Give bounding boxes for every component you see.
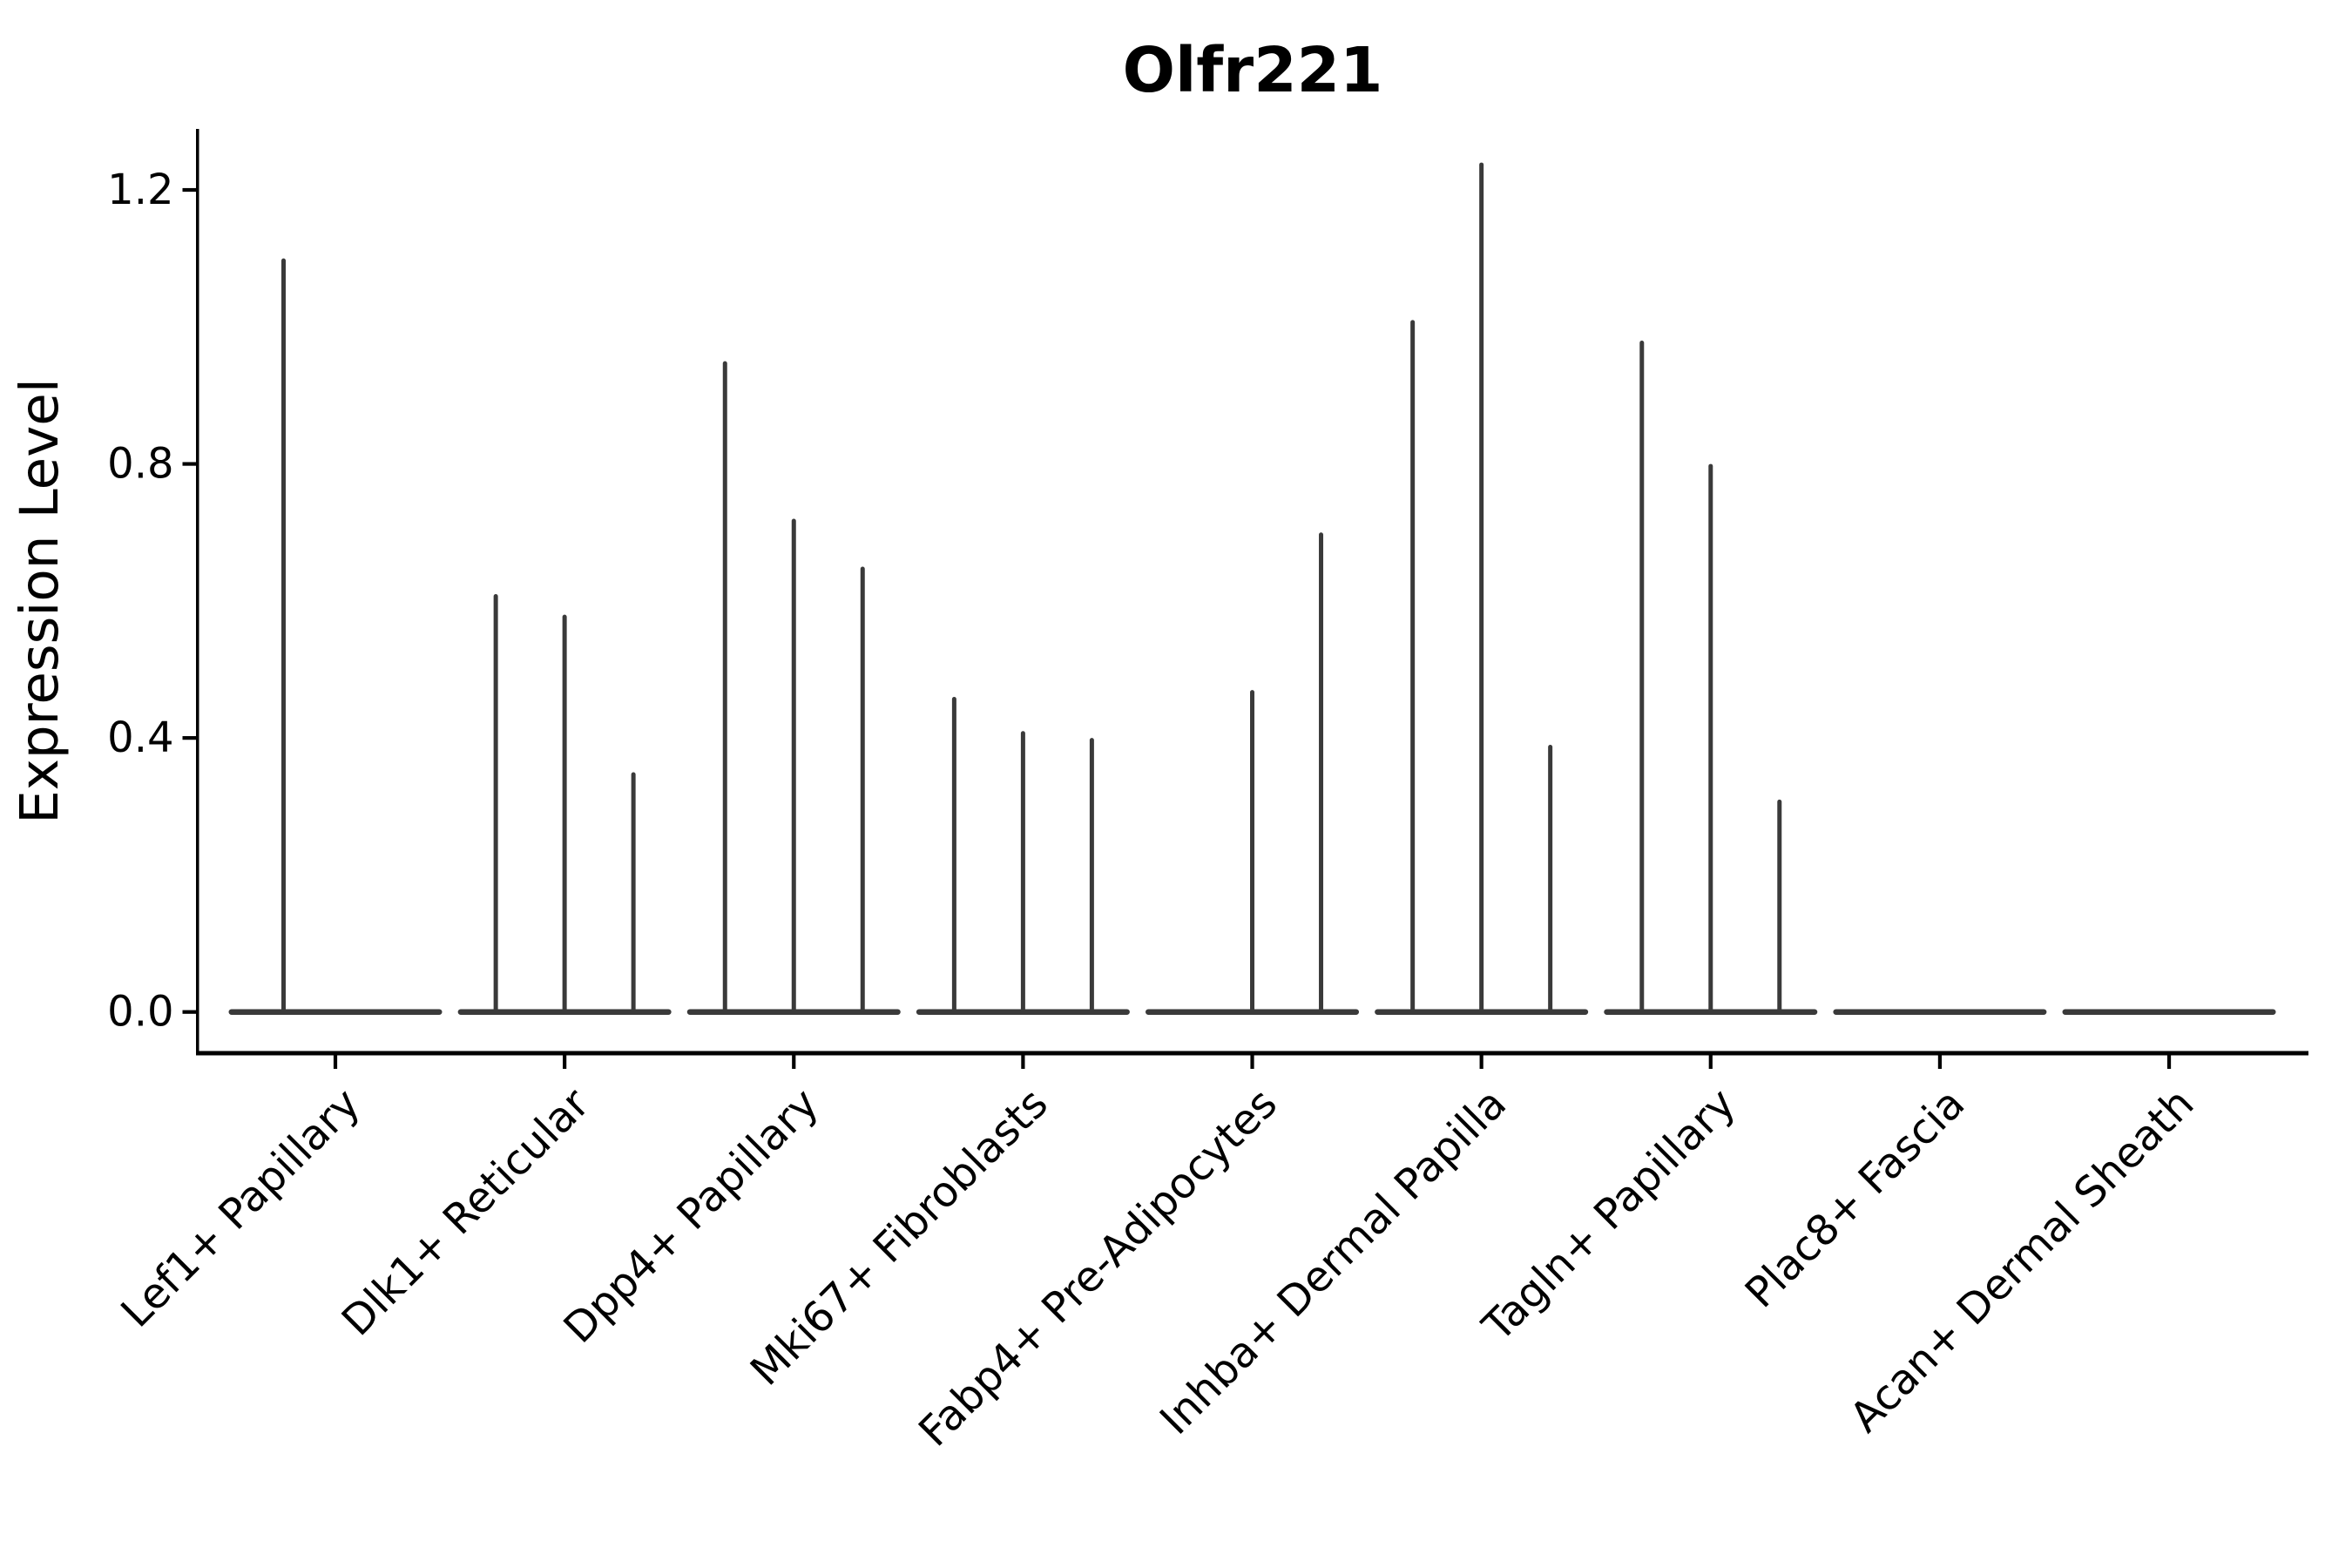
violin-spike	[860, 566, 865, 1015]
x-tick	[792, 1055, 796, 1069]
x-tick-label: Plac8+ Fascia	[1736, 1079, 1975, 1318]
x-tick	[563, 1055, 567, 1069]
violin-spike	[1548, 745, 1553, 1015]
violin-baseline	[1833, 1009, 2047, 1015]
y-tick-label: 0.0	[107, 988, 173, 1037]
x-tick-label: Dpp4+ Papillary	[555, 1079, 828, 1353]
y-tick	[182, 1010, 196, 1014]
violin-spike	[1708, 463, 1713, 1015]
violin-spike	[1020, 731, 1025, 1015]
violin-spike	[1410, 320, 1416, 1015]
x-tick-label: Lef1+ Papillary	[112, 1079, 369, 1337]
violin-spike	[281, 258, 286, 1015]
violin-spike	[1089, 738, 1094, 1015]
y-axis-label: Expression Level	[9, 378, 71, 824]
violin-baseline	[2062, 1009, 2276, 1015]
violin-spike	[951, 696, 956, 1015]
y-tick	[182, 736, 196, 740]
y-tick	[182, 462, 196, 466]
x-tick	[1937, 1055, 1943, 1069]
violin-spike	[562, 614, 567, 1015]
x-tick-label: Tagln+ Papillary	[1473, 1079, 1745, 1351]
x-tick	[2166, 1055, 2172, 1069]
axes	[182, 129, 2308, 1069]
y-axis-spine	[196, 129, 199, 1056]
violin-spike	[1319, 532, 1324, 1015]
violin-baseline	[228, 1009, 443, 1015]
y-tick-label: 1.2	[107, 166, 173, 214]
violin-spike	[631, 772, 636, 1015]
violins	[228, 162, 2276, 1015]
y-tick-label: 0.8	[107, 440, 173, 489]
violin-spike	[1250, 690, 1255, 1015]
x-tick	[1708, 1055, 1713, 1069]
violin-spike	[791, 518, 796, 1015]
x-tick	[1021, 1055, 1025, 1069]
violin-spike	[493, 593, 498, 1015]
chart-title: Olfr221	[1123, 34, 1383, 106]
x-tick	[1479, 1055, 1484, 1069]
y-tick	[182, 187, 196, 193]
violin-spike	[722, 361, 727, 1015]
x-tick	[1250, 1055, 1254, 1069]
x-axis-spine	[196, 1051, 2308, 1056]
violin-spike	[1777, 799, 1782, 1015]
x-tick	[333, 1055, 338, 1069]
x-tick-label: Dlk1+ Reticular	[333, 1079, 599, 1346]
violin-spike	[1639, 341, 1645, 1015]
violin-spike	[1479, 162, 1484, 1015]
y-tick-label: 0.4	[107, 713, 173, 762]
